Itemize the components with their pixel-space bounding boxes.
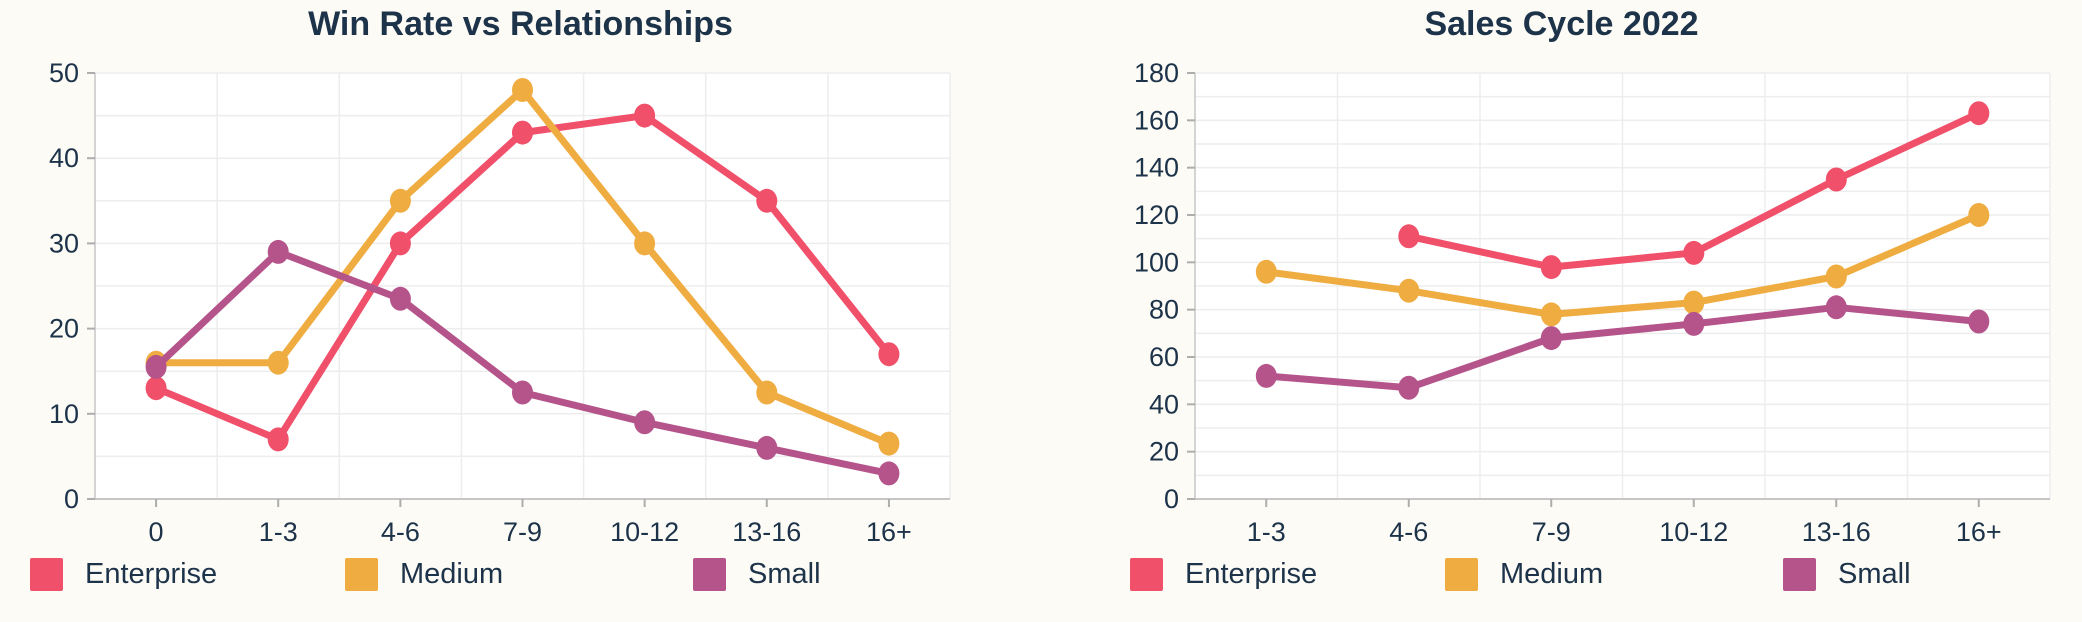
svg-text:7-9: 7-9 (503, 517, 542, 547)
legend-item-small: Small (693, 558, 821, 591)
svg-text:60: 60 (1149, 342, 1179, 372)
svg-text:13-16: 13-16 (732, 517, 801, 547)
svg-text:140: 140 (1134, 153, 1179, 183)
svg-text:0: 0 (1164, 484, 1179, 514)
svg-text:180: 180 (1134, 58, 1179, 88)
sales-cycle-line-chart: 0 20 40 60 80 100 120 140 160 180 1-3 4-6 7-9 10-12 13… (1041, 48, 2082, 548)
svg-text:0: 0 (149, 517, 164, 547)
small-color-swatch (1783, 558, 1816, 591)
svg-text:7-9: 7-9 (1532, 517, 1571, 547)
svg-text:80: 80 (1149, 295, 1179, 325)
enterprise-color-swatch (1130, 558, 1163, 591)
win-rate-line-chart: 0 10 20 30 40 50 0 1-3 4-6 7-9 10-12 13-16 16+ (0, 48, 1041, 548)
svg-text:4-6: 4-6 (1389, 517, 1428, 547)
svg-text:0: 0 (64, 484, 79, 514)
legend-item-medium: Medium (1445, 558, 1603, 591)
sales-cycle-legend: Enterprise Medium Small (1041, 548, 2082, 618)
svg-text:40: 40 (1149, 389, 1179, 419)
svg-text:40: 40 (49, 143, 79, 173)
win-rate-legend: Enterprise Medium Small (0, 548, 1041, 618)
legend-label-small: Small (1838, 558, 1911, 590)
win-rate-chart-title: Win Rate vs Relationships (308, 5, 733, 43)
sales-cycle-chart-title: Sales Cycle 2022 (1424, 5, 1699, 43)
svg-text:4-6: 4-6 (381, 517, 420, 547)
legend-item-enterprise: Enterprise (1130, 558, 1317, 591)
enterprise-color-swatch (30, 558, 63, 591)
legend-label-enterprise: Enterprise (85, 558, 218, 590)
svg-text:13-16: 13-16 (1802, 517, 1871, 547)
svg-text:10-12: 10-12 (610, 517, 679, 547)
svg-text:160: 160 (1134, 105, 1179, 135)
legend-item-medium: Medium (345, 558, 503, 591)
svg-text:10: 10 (49, 399, 79, 429)
svg-text:16+: 16+ (866, 517, 912, 547)
legend-label-small: Small (748, 558, 821, 590)
small-color-swatch (693, 558, 726, 591)
win-rate-chart-panel: Win Rate vs Relationships 0 10 20 30 40 50 0 1-… (0, 5, 1041, 618)
legend-label-enterprise: Enterprise (1185, 558, 1318, 590)
svg-text:100: 100 (1134, 247, 1179, 277)
sales-cycle-chart-panel: Sales Cycle 2022 0 20 40 60 80 100 120 140 160 18… (1041, 0, 2082, 622)
svg-text:120: 120 (1134, 200, 1179, 230)
svg-text:1-3: 1-3 (1247, 517, 1286, 547)
medium-color-swatch (345, 558, 378, 591)
legend-label-medium: Medium (1500, 558, 1604, 590)
legend-item-small: Small (1783, 558, 1911, 591)
legend-item-enterprise: Enterprise (30, 558, 217, 591)
svg-text:20: 20 (1149, 437, 1179, 467)
svg-text:30: 30 (49, 228, 79, 258)
svg-text:20: 20 (49, 314, 79, 344)
legend-label-medium: Medium (400, 558, 504, 590)
medium-color-swatch (1445, 558, 1478, 591)
svg-text:16+: 16+ (1956, 517, 2002, 547)
svg-text:50: 50 (49, 58, 79, 88)
svg-text:10-12: 10-12 (1659, 517, 1728, 547)
svg-text:1-3: 1-3 (259, 517, 298, 547)
